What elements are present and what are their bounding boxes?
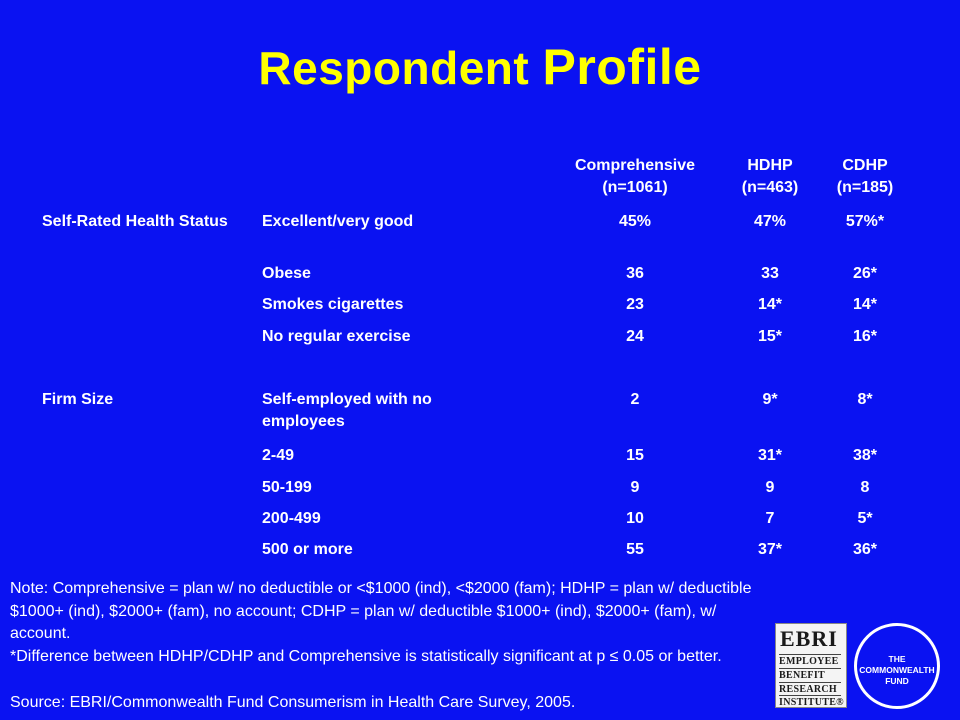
ebri-logo-line: RESEARCH — [779, 682, 841, 696]
row-label: 2-49 — [262, 447, 295, 464]
commonwealth-fund-logo: THE COMMONWEALTH FUND — [854, 623, 940, 709]
commonwealth-logo-line: FUND — [885, 676, 909, 686]
row-label: Smokes cigarettes — [262, 296, 404, 313]
row-value-comprehensive: 23 — [626, 296, 644, 313]
row-value-cdhp: 14* — [852, 296, 878, 313]
ebri-logo-line: EMPLOYEE — [779, 654, 841, 668]
column-header-cdhp: CDHP (n=185) — [815, 155, 915, 199]
row-value-hdhp: 9* — [762, 391, 778, 408]
column-header-hdhp-n: (n=463) — [741, 179, 799, 196]
column-header-comprehensive: Comprehensive (n=1061) — [545, 155, 725, 199]
row-value-hdhp: 33 — [761, 265, 779, 282]
note-significance: *Difference between HDHP/CDHP and Compre… — [10, 647, 722, 665]
row-value-cdhp: 5* — [857, 510, 873, 527]
row-value-comprehensive: 9 — [630, 479, 640, 496]
column-header-hdhp-name: HDHP — [747, 157, 793, 174]
row-value-comprehensive: 2 — [630, 391, 640, 408]
row-value-cdhp: 57%* — [845, 213, 885, 230]
column-header-comprehensive-n: (n=1061) — [602, 179, 668, 196]
row-category-firm-size: Firm Size — [42, 391, 114, 408]
row-value-comprehensive: 15 — [626, 447, 644, 464]
row-value-cdhp: 38* — [852, 447, 878, 464]
source-citation: Source: EBRI/Commonwealth Fund Consumeri… — [10, 694, 576, 711]
row-value-cdhp: 8* — [857, 391, 873, 408]
row-value-hdhp: 9 — [765, 479, 775, 496]
row-value-hdhp: 31* — [757, 447, 783, 464]
row-label: 200-499 — [262, 510, 321, 527]
column-header-cdhp-name: CDHP — [842, 157, 888, 174]
column-header-comprehensive-name: Comprehensive — [574, 157, 696, 174]
note-definitions: Note: Comprehensive = plan w/ no deducti… — [10, 580, 752, 642]
row-value-cdhp: 8 — [860, 479, 870, 496]
footnotes: Note: Comprehensive = plan w/ no deducti… — [10, 578, 780, 668]
row-category-health-status: Self-Rated Health Status — [42, 213, 228, 230]
row-label: Obese — [262, 265, 311, 282]
ebri-logo-word: EBRI — [780, 626, 838, 651]
row-label: 50-199 — [262, 479, 312, 496]
row-value-hdhp: 7 — [765, 510, 775, 527]
column-header-cdhp-n: (n=185) — [836, 179, 894, 196]
row-value-comprehensive: 24 — [626, 328, 644, 345]
row-value-hdhp: 14* — [757, 296, 783, 313]
row-label: No regular exercise — [262, 328, 411, 345]
row-value-comprehensive: 55 — [626, 541, 644, 558]
row-value-cdhp: 16* — [852, 328, 878, 345]
row-value-cdhp: 36* — [852, 541, 878, 558]
respondent-profile-table: Comprehensive (n=1061) HDHP (n=463) CDHP… — [42, 155, 915, 558]
commonwealth-logo-line: THE — [888, 654, 906, 664]
row-value-comprehensive: 45% — [618, 213, 652, 230]
column-header-hdhp: HDHP (n=463) — [720, 155, 820, 199]
title-part-1: Respondent — [258, 42, 530, 94]
row-label: Excellent/very good — [262, 213, 414, 230]
row-value-hdhp: 15* — [757, 328, 783, 345]
slide-title: Respondent Profile — [0, 38, 960, 96]
row-value-comprehensive: 10 — [626, 510, 644, 527]
row-value-hdhp: 47% — [753, 213, 787, 230]
row-value-hdhp: 37* — [757, 541, 783, 558]
title-part-2: Profile — [542, 39, 702, 95]
ebri-logo-line: BENEFIT — [779, 668, 841, 682]
ebri-logo: EBRI EMPLOYEE BENEFIT RESEARCH INSTITUTE… — [775, 623, 847, 708]
ebri-logo-line: INSTITUTE® — [779, 695, 844, 708]
row-value-cdhp: 26* — [852, 265, 878, 282]
row-label: Self-employed with no employees — [262, 391, 432, 430]
commonwealth-logo-line: COMMONWEALTH — [859, 665, 935, 675]
row-value-comprehensive: 36 — [626, 265, 644, 282]
row-label: 500 or more — [262, 541, 353, 558]
